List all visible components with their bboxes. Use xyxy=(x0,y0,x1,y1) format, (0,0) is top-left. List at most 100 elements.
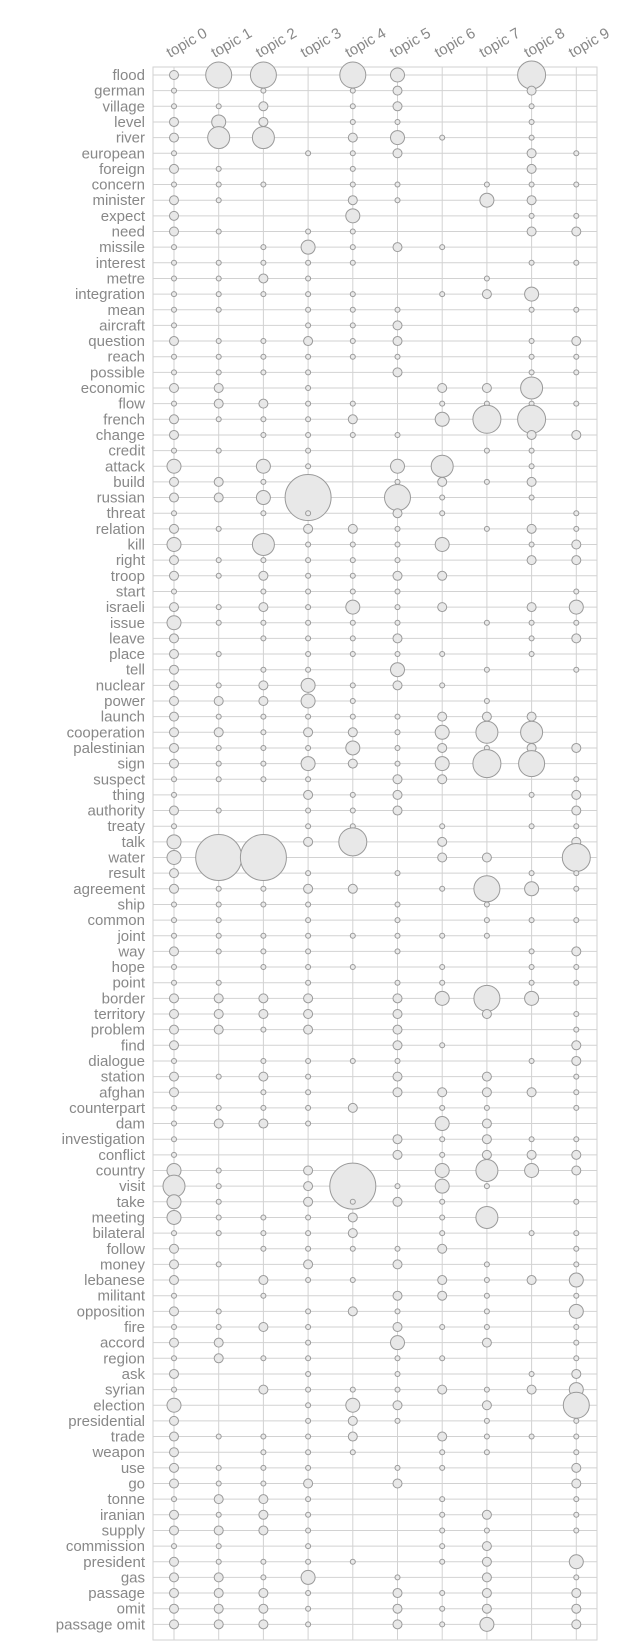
bubble-nuclear-topic-4 xyxy=(349,682,356,689)
word-label: lebanese xyxy=(84,1272,145,1289)
bubble-right-topic-5 xyxy=(394,557,401,564)
bubble-bilateral-topic-9 xyxy=(573,1230,580,1237)
bubble-fire-topic-3 xyxy=(305,1324,312,1330)
bubble-find-topic-5 xyxy=(392,1040,403,1051)
bubble-money-topic-0 xyxy=(169,1259,179,1270)
bubble-result-topic-5 xyxy=(394,870,401,877)
bubble-suspect-topic-5 xyxy=(392,774,403,785)
bubble-territory-topic-9 xyxy=(573,1011,580,1017)
bubble-palestinian-topic-1 xyxy=(215,744,222,751)
bubble-take-topic-0 xyxy=(166,1194,182,1210)
bubble-cooperation-topic-2 xyxy=(260,729,267,736)
bubble-passage-omit-topic-7 xyxy=(479,1616,495,1632)
bubble-launch-topic-2 xyxy=(260,713,267,720)
bubble-border-topic-2 xyxy=(258,993,269,1004)
bubble-counterpart-topic-9 xyxy=(573,1104,580,1111)
bubble-cooperation-topic-7 xyxy=(475,720,499,744)
bubble-power-topic-2 xyxy=(258,696,269,706)
bubble-counterpart-topic-2 xyxy=(260,1104,267,1111)
bubble-attack-topic-0 xyxy=(166,458,182,474)
bubble-sign-topic-3 xyxy=(300,756,316,772)
word-label: river xyxy=(116,130,145,147)
bubble-russian-topic-8 xyxy=(528,494,535,501)
word-label: bilateral xyxy=(92,1225,145,1242)
bubble-counterpart-topic-3 xyxy=(305,1104,312,1111)
bubble-election-topic-3 xyxy=(305,1402,312,1409)
bubble-commission-topic-3 xyxy=(305,1543,312,1550)
bubble-border-topic-5 xyxy=(392,993,403,1004)
bubble-change-topic-9 xyxy=(571,429,582,440)
bubble-agreement-topic-2 xyxy=(260,885,267,892)
bubble-president-topic-9 xyxy=(568,1554,584,1570)
word-label: investigation xyxy=(62,1131,145,1148)
bubble-trade-topic-6 xyxy=(437,1431,448,1442)
bubble-ask-topic-0 xyxy=(169,1368,179,1379)
bubble-water-topic-6 xyxy=(437,852,448,863)
bubble-money-topic-5 xyxy=(392,1259,403,1270)
bubble-thing-topic-4 xyxy=(349,791,356,798)
bubble-expect-topic-8 xyxy=(528,212,535,219)
bubble-launch-topic-8 xyxy=(526,711,537,722)
bubble-joint-topic-5 xyxy=(394,932,401,939)
bubble-authority-topic-1 xyxy=(215,807,222,814)
bubble-fire-topic-2 xyxy=(258,1322,269,1332)
bubble-weapon-topic-6 xyxy=(439,1449,446,1456)
bubble-fire-topic-0 xyxy=(171,1324,177,1330)
bubble-gas-topic-2 xyxy=(260,1574,267,1581)
bubble-result-topic-8 xyxy=(528,870,535,877)
bubble-interest-topic-1 xyxy=(215,259,222,266)
bubble-tonne-topic-9 xyxy=(573,1496,580,1503)
word-label: sign xyxy=(117,756,145,773)
bubble-sign-topic-0 xyxy=(169,758,179,769)
bubble-country-topic-3 xyxy=(303,1165,314,1176)
bubble-iranian-topic-1 xyxy=(215,1511,222,1518)
bubble-problem-topic-1 xyxy=(213,1024,224,1035)
bubble-threat-topic-2 xyxy=(260,510,267,517)
bubble-troop-topic-4 xyxy=(349,572,356,579)
bubble-interest-topic-0 xyxy=(171,259,177,266)
word-label: economic xyxy=(81,380,146,397)
bubble-issue-topic-7 xyxy=(483,619,490,626)
bubble-territory-topic-3 xyxy=(303,1009,314,1019)
bubble-metre-topic-3 xyxy=(305,275,312,282)
bubble-follow-topic-5 xyxy=(394,1245,401,1252)
bubble-interest-topic-8 xyxy=(528,259,535,266)
bubble-region-topic-9 xyxy=(573,1355,580,1362)
bubble-agreement-topic-0 xyxy=(169,883,179,894)
bubble-visit-topic-7 xyxy=(483,1183,490,1190)
word-label: flow xyxy=(118,396,145,413)
bubble-concern-topic-5 xyxy=(394,181,401,188)
bubble-iranian-topic-3 xyxy=(305,1511,312,1518)
word-label: integration xyxy=(75,286,145,303)
word-label: foreign xyxy=(99,161,145,178)
bubble-agreement-topic-3 xyxy=(303,883,314,894)
plot-frame xyxy=(152,66,598,1641)
bubble-commission-topic-1 xyxy=(215,1543,222,1550)
bubble-water-topic-7 xyxy=(481,852,492,863)
bubble-reach-topic-1 xyxy=(215,353,222,360)
bubble-integration-topic-2 xyxy=(260,291,267,298)
bubble-point-topic-0 xyxy=(171,979,177,986)
bubble-economic-topic-1 xyxy=(213,383,224,393)
word-label: find xyxy=(121,1037,145,1054)
bubble-concern-topic-1 xyxy=(215,181,222,188)
bubble-cooperation-topic-3 xyxy=(303,727,314,738)
bubble-syrian-topic-3 xyxy=(305,1386,312,1393)
bubble-metre-topic-0 xyxy=(171,275,177,282)
bubble-bilateral-topic-1 xyxy=(215,1230,222,1237)
bubble-meeting-topic-6 xyxy=(439,1214,446,1221)
bubble-joint-topic-2 xyxy=(260,932,267,939)
bubble-israeli-topic-5 xyxy=(394,604,401,611)
bubble-militant-topic-5 xyxy=(392,1290,403,1301)
topic-label: topic 5 xyxy=(387,25,434,62)
bubble-common-topic-8 xyxy=(528,917,535,924)
bubble-point-topic-9 xyxy=(573,979,580,986)
bubble-economic-topic-0 xyxy=(169,383,179,393)
bubble-go-topic-5 xyxy=(392,1478,403,1489)
bubble-french-topic-3 xyxy=(305,416,312,423)
bubbles xyxy=(162,60,591,1632)
bubble-israeli-topic-0 xyxy=(169,602,179,613)
word-label: accord xyxy=(100,1335,145,1352)
bubble-agreement-topic-7 xyxy=(473,875,501,903)
